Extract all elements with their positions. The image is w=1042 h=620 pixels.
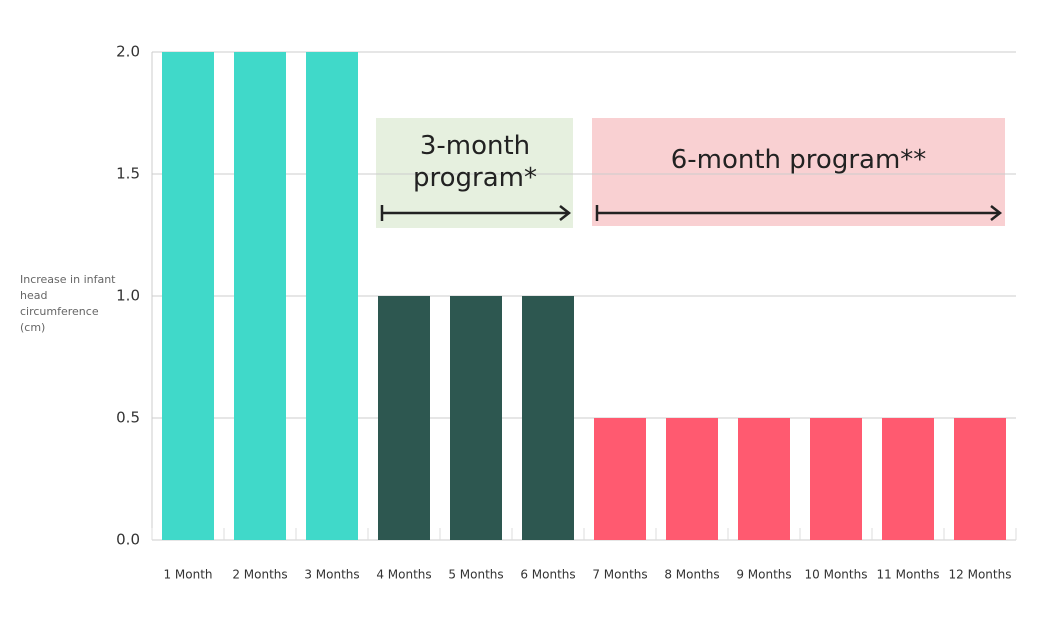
bar	[234, 52, 286, 540]
y-tick-label: 1.5	[116, 165, 140, 183]
bar	[810, 418, 862, 540]
x-tick-label: 1 Month	[163, 568, 212, 582]
bar	[666, 418, 718, 540]
bar	[378, 296, 430, 540]
x-tick-label: 11 Months	[877, 568, 940, 582]
arrows	[380, 205, 1003, 221]
bar	[594, 418, 646, 540]
annotation-text: 6-month program**	[670, 145, 927, 175]
annotation-box	[592, 118, 1005, 226]
bar	[522, 296, 574, 540]
y-tick-label: 0.5	[116, 409, 140, 427]
x-tick-label: 7 Months	[592, 568, 647, 582]
bar	[738, 418, 790, 540]
x-tick-label: 6 Months	[520, 568, 575, 582]
x-tick-label: 5 Months	[448, 568, 503, 582]
annotation-box	[376, 118, 573, 228]
arrow-head	[559, 205, 572, 221]
x-tick-label: 9 Months	[736, 568, 791, 582]
bar	[306, 52, 358, 540]
x-tick-label: 8 Months	[664, 568, 719, 582]
bar	[450, 296, 502, 540]
x-tick-label: 4 Months	[376, 568, 431, 582]
x-tick-label: 10 Months	[805, 568, 868, 582]
bar	[162, 52, 214, 540]
y-tick-label: 0.0	[116, 531, 140, 549]
arrow-head	[990, 205, 1003, 221]
y-tick-label: 2.0	[116, 43, 140, 61]
y-axis-label: Increase in infant head circumference (c…	[20, 273, 116, 334]
bar	[882, 418, 934, 540]
x-tick-label: 3 Months	[304, 568, 359, 582]
y-tick-label: 1.0	[116, 287, 140, 305]
annotation-text: 3-month program*	[413, 131, 537, 193]
bar	[954, 418, 1006, 540]
x-tick-label: 12 Months	[949, 568, 1012, 582]
x-tick-label: 2 Months	[232, 568, 287, 582]
